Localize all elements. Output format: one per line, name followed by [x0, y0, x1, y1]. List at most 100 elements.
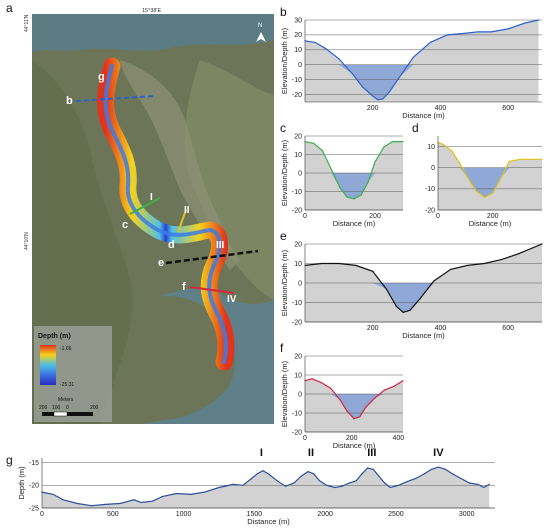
data-point	[151, 500, 154, 502]
data-point	[389, 486, 391, 489]
data-point	[382, 98, 384, 100]
data-point	[330, 168, 332, 170]
data-point	[140, 501, 142, 504]
y-tick-label: 0	[298, 62, 302, 69]
map-label-d: d	[168, 239, 175, 251]
data-point	[442, 143, 445, 146]
data-point	[402, 140, 404, 143]
data-point	[366, 467, 369, 469]
map-channel-core	[103, 64, 228, 364]
data-point	[433, 280, 435, 282]
y-tick-label: 10	[427, 144, 435, 151]
x-axis-label: Distance (m)	[333, 219, 376, 228]
x-tick-label: 200	[487, 213, 499, 220]
map-label-b: b	[66, 95, 73, 107]
scale-bar-black-2	[67, 412, 93, 416]
x-axis-label: Distance (m)	[402, 111, 445, 120]
y-tick-label: -20	[292, 92, 302, 99]
y-tick-label: -10	[425, 186, 435, 193]
scale-tick-0: 200	[39, 405, 48, 411]
data-point	[284, 485, 287, 487]
y-tick-label: 20	[294, 353, 302, 360]
data-point	[393, 385, 395, 387]
data-point	[467, 177, 469, 179]
scale-bar-white-1	[53, 411, 68, 417]
data-point	[524, 22, 526, 24]
scale-tick-3: 200	[90, 405, 99, 411]
data-point	[311, 378, 313, 380]
map-land-light	[120, 60, 240, 270]
data-point	[334, 486, 336, 489]
x-tick-label: 400	[392, 435, 404, 442]
data-point	[483, 262, 486, 265]
data-point	[267, 473, 270, 475]
data-point	[360, 194, 362, 196]
panel-letter-c: c	[280, 121, 286, 135]
water-fill-top	[438, 167, 542, 198]
data-point	[460, 477, 462, 480]
data-point	[372, 270, 374, 272]
data-point	[468, 482, 471, 484]
north-arrow-icon: N	[256, 23, 266, 42]
data-point	[307, 471, 309, 473]
map-legend: Depth (m) -1.66 -25.31 Meters 200 100 0 …	[34, 326, 112, 422]
data-point	[372, 95, 374, 97]
data-point	[353, 418, 355, 420]
data-point	[324, 47, 326, 49]
data-point	[444, 468, 447, 470]
y-tick-label: 0	[298, 391, 302, 398]
data-point	[359, 416, 361, 418]
map-coord-left-top: 44°11'N	[24, 14, 30, 32]
peak-annotation: I	[260, 447, 263, 459]
panel-letter-b: b	[280, 5, 287, 19]
data-point	[477, 31, 479, 33]
data-point	[346, 410, 348, 412]
data-point	[377, 99, 379, 101]
data-point	[218, 486, 220, 489]
data-point	[351, 73, 353, 75]
y-axis-label: Elevation/Depth (m)	[280, 360, 289, 427]
peak-annotation: IV	[433, 447, 444, 459]
y-tick-label: -25	[29, 505, 39, 512]
data-point	[346, 196, 348, 198]
x-tick-label: 0	[303, 435, 307, 442]
y-tick-label: 20	[294, 241, 302, 248]
scale-tick-2: 0	[66, 405, 69, 411]
data-point	[488, 483, 490, 485]
data-point	[451, 473, 454, 475]
data-point	[318, 480, 321, 482]
x-tick-label: 2500	[388, 511, 404, 518]
panel-letter-g: g	[6, 453, 13, 467]
x-axis-label: Distance (m)	[469, 219, 512, 228]
map-sea-north	[32, 14, 274, 52]
terrain-fill	[438, 142, 542, 210]
y-tick-label: 0	[298, 170, 302, 177]
data-point	[389, 90, 391, 93]
x-tick-label: 3000	[459, 511, 475, 518]
panel-letter-f: f	[280, 341, 284, 355]
legend-title: Depth (m)	[38, 333, 71, 340]
data-point	[276, 480, 278, 482]
y-tick-label: -10	[292, 189, 302, 196]
data-point	[538, 19, 540, 21]
data-point	[321, 262, 323, 265]
y-axis-label: Depth (m)	[17, 466, 26, 500]
data-point	[161, 496, 163, 498]
profile-line-d	[177, 209, 187, 233]
data-point	[459, 162, 461, 165]
data-point	[365, 406, 367, 408]
data-point	[541, 243, 543, 245]
data-point	[355, 480, 357, 482]
data-point	[423, 473, 425, 475]
data-point	[339, 399, 341, 401]
peak-annotation: II	[308, 447, 314, 459]
data-point	[541, 158, 543, 160]
data-point	[204, 491, 206, 493]
data-point	[409, 309, 411, 311]
data-point	[530, 158, 532, 160]
y-axis-label: Elevation/Depth (m)	[280, 249, 289, 316]
data-point	[338, 262, 340, 265]
data-point	[378, 475, 380, 477]
